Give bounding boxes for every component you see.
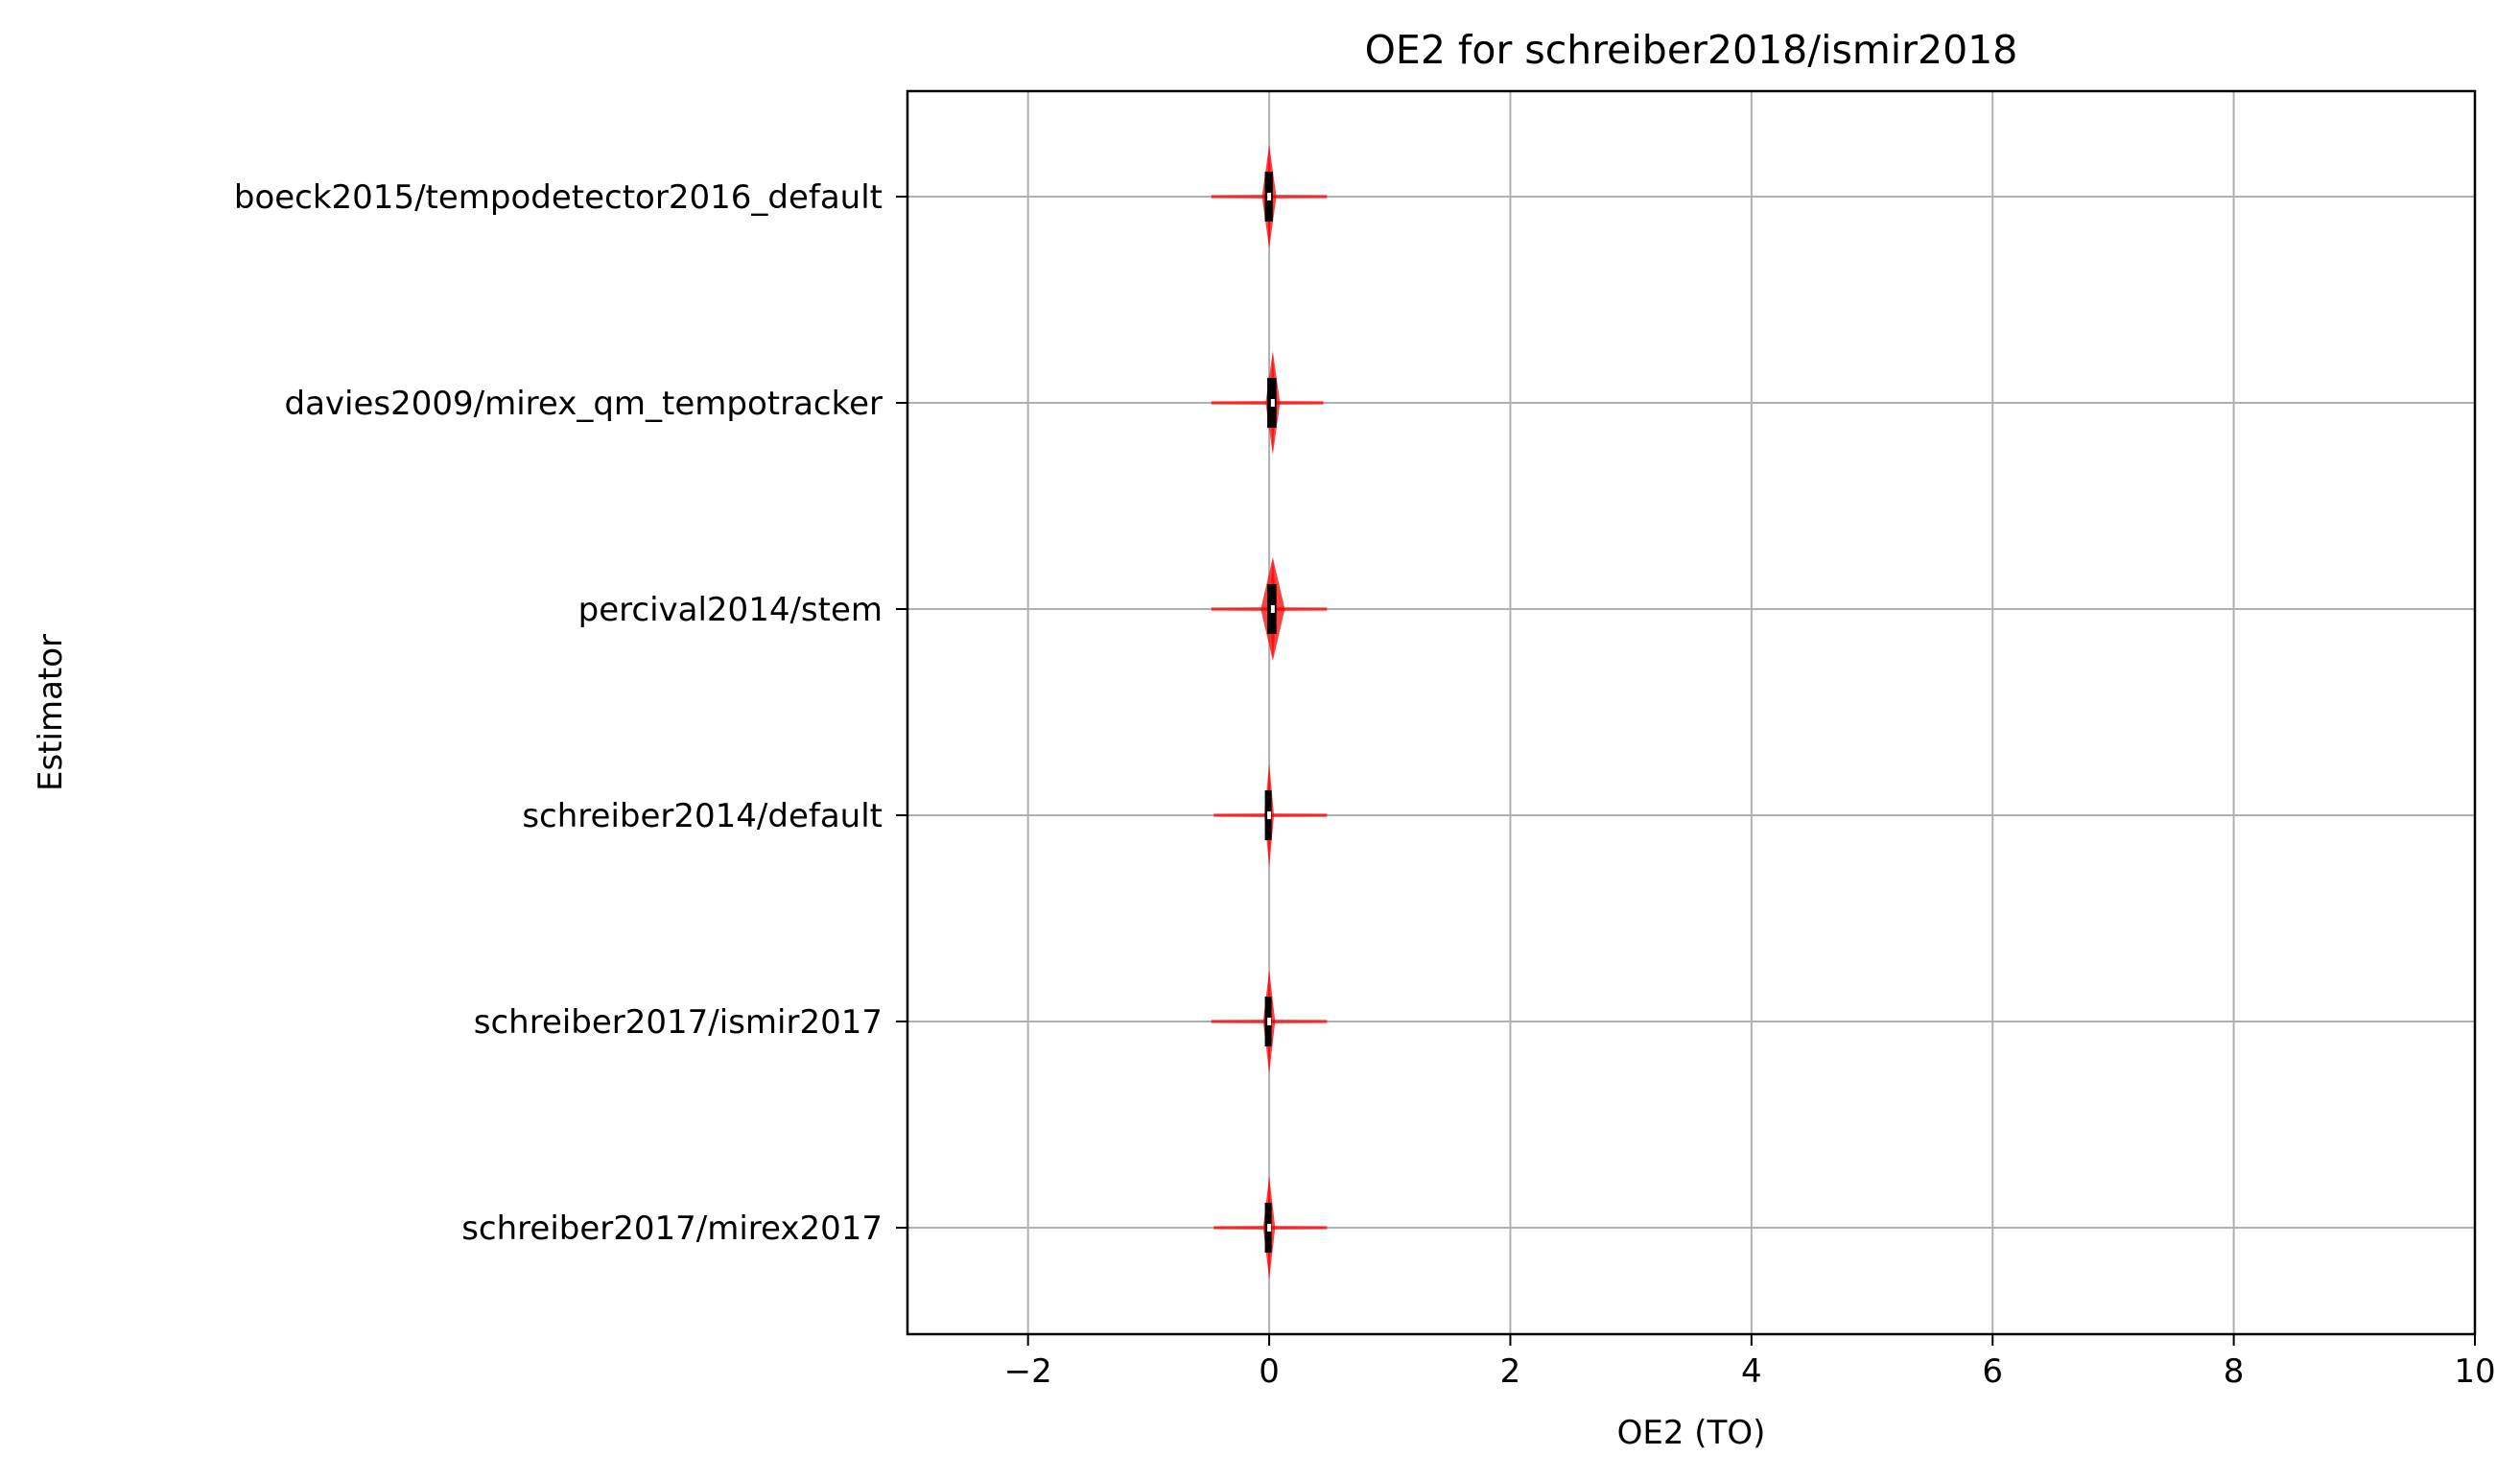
y-tick-label: boeck2015/tempodetector2016_default <box>234 178 883 217</box>
violin-median-marker <box>1267 1224 1272 1232</box>
violin-median-marker <box>1267 193 1272 200</box>
x-tick-label: 2 <box>1500 1352 1521 1391</box>
x-tick-label: −2 <box>1004 1352 1052 1391</box>
chart-title: OE2 for schreiber2018/ismir2018 <box>1365 27 2018 73</box>
plot-frame <box>906 89 2477 1336</box>
violin-group <box>1213 1176 1328 1279</box>
y-tick-label: percival2014/stem <box>578 591 883 629</box>
violins <box>1211 145 1328 1279</box>
x-tick-label: 6 <box>1982 1352 2003 1391</box>
violin-group <box>1213 763 1328 867</box>
violin-median-marker <box>1267 811 1272 819</box>
x-tick-label: 8 <box>2224 1352 2245 1391</box>
violin-median-marker <box>1270 399 1275 407</box>
y-tick-label: schreiber2017/mirex2017 <box>461 1209 883 1248</box>
violin-median-marker <box>1267 1018 1272 1025</box>
x-tick-label: 4 <box>1741 1352 1762 1391</box>
x-tick-label: 0 <box>1259 1352 1280 1391</box>
violin-median-marker <box>1270 605 1275 613</box>
y-tick-label: schreiber2017/ismir2017 <box>474 1003 883 1042</box>
violin-group <box>1211 557 1328 661</box>
y-tick-label: schreiber2014/default <box>522 797 883 835</box>
violin-group <box>1211 970 1328 1073</box>
violin-group <box>1211 351 1324 455</box>
y-axis-ticks: boeck2015/tempodetector2016_defaultdavie… <box>234 178 907 1248</box>
x-tick-label: 10 <box>2454 1352 2495 1391</box>
x-axis-ticks: −2 0 2 4 6 8 10 <box>1004 1334 2496 1391</box>
x-axis-title: OE2 (TO) <box>1617 1414 1766 1452</box>
grid <box>907 91 2476 1334</box>
y-axis-title: Estimator <box>32 634 70 791</box>
y-tick-label: davies2009/mirex_qm_tempotracker <box>284 385 883 423</box>
violin-group <box>1211 145 1328 248</box>
